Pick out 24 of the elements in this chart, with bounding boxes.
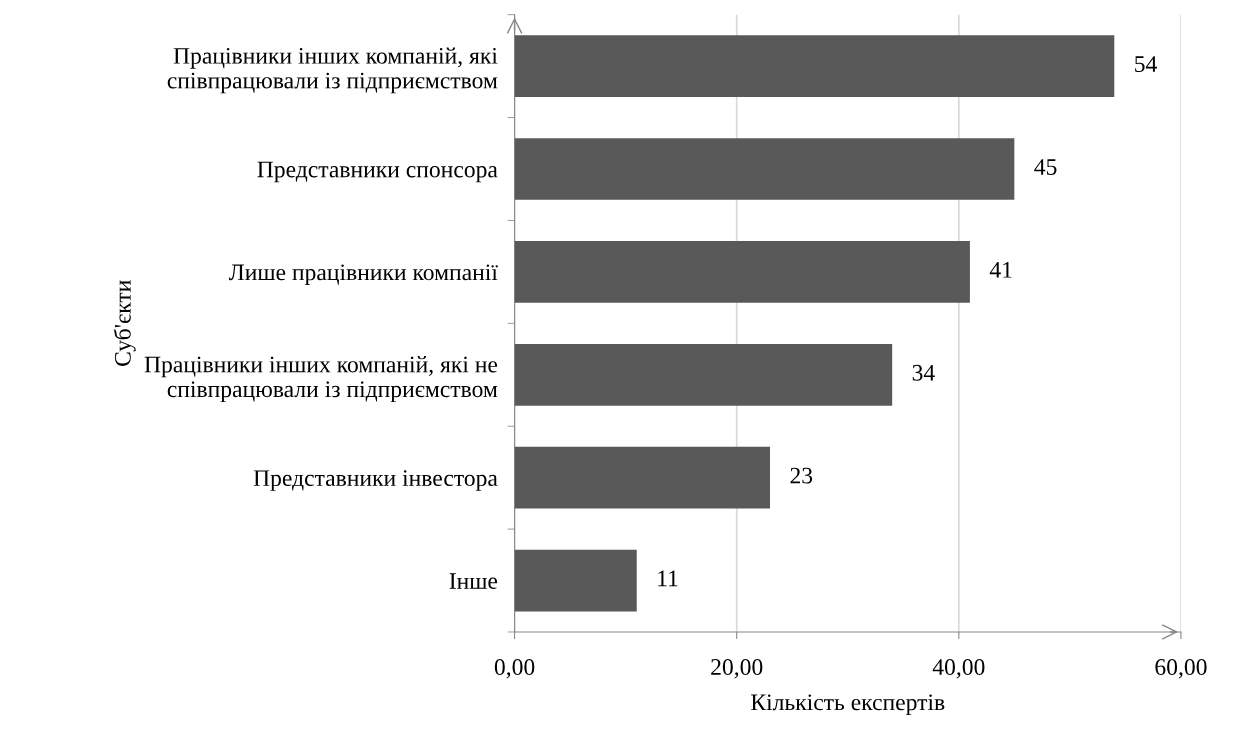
bar [514, 138, 1015, 200]
y-tick-label: Представники інвестора [253, 470, 498, 491]
data-label: 34 [912, 364, 935, 381]
x-tick-label: 20,00 [711, 659, 763, 679]
y-axis-title: Суб'єкти [113, 280, 136, 366]
y-tick-label: Лише працівники компанії [228, 264, 498, 286]
y-tick-label: Інше [449, 573, 498, 589]
data-label: 11 [658, 570, 678, 587]
data-label: 45 [1034, 159, 1057, 175]
y-tick-label: Працівники інших компаній, які співпрацювали із підприємством [167, 47, 498, 94]
x-tick-label: 40,00 [932, 659, 985, 679]
bar [514, 35, 1115, 97]
data-label: 23 [790, 467, 813, 484]
x-tick-label: 60,00 [1155, 659, 1207, 679]
data-label: 54 [1135, 56, 1157, 73]
x-tick-label: 0,00 [494, 659, 535, 679]
bar [514, 241, 970, 303]
x-axis-title: Кількість експертів [751, 694, 945, 716]
bar [514, 446, 771, 509]
bar [514, 549, 637, 612]
y-tick-label: Працівники інших компаній, які не співпрацювали із підприємством [144, 356, 498, 402]
y-tick-label: Представники спонсора [257, 161, 498, 183]
bar [514, 343, 893, 406]
data-label: 41 [989, 261, 1012, 278]
